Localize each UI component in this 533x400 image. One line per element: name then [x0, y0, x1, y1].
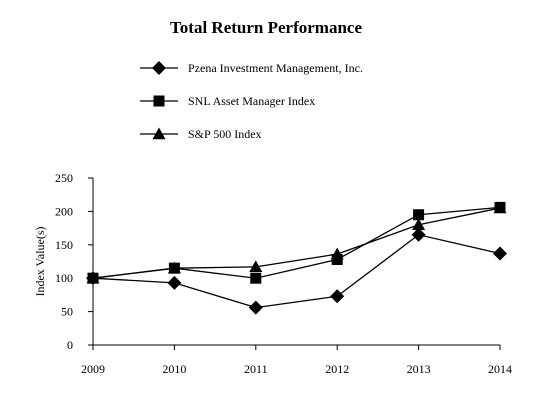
x-tick-label: 2013	[407, 362, 431, 376]
y-tick-label: 50	[61, 305, 73, 319]
data-point-square	[250, 272, 262, 284]
x-tick-label: 2011	[244, 362, 268, 376]
data-point-diamond	[248, 300, 263, 315]
data-point-diamond	[330, 289, 345, 304]
series-line-s-p-500-index	[92, 207, 501, 279]
legend-marker-triangle	[152, 127, 166, 140]
legend-label: Pzena Investment Management, Inc.	[188, 61, 363, 75]
x-tick-label: 2012	[325, 362, 349, 376]
data-point-triangle	[167, 261, 181, 274]
series-line-pzena-investment-management-inc	[92, 234, 501, 309]
y-tick-label: 100	[55, 271, 73, 285]
legend: Pzena Investment Management, Inc. SNL Ass…	[140, 61, 363, 141]
data-point-diamond	[411, 227, 426, 242]
x-tick-label: 2010	[162, 362, 186, 376]
x-tick-label: 2009	[81, 362, 105, 376]
legend-label: SNL Asset Manager Index	[188, 94, 315, 108]
data-point-triangle	[330, 247, 344, 260]
data-point-diamond	[167, 275, 182, 290]
data-point-triangle	[412, 218, 426, 230]
legend-label: S&P 500 Index	[188, 127, 262, 141]
data-point-diamond	[493, 246, 507, 261]
x-tick-label: 2014	[488, 362, 512, 376]
legend-item-pzena-investment-management-inc: Pzena Investment Management, Inc.	[140, 61, 363, 75]
series-lines	[92, 206, 501, 309]
data-point-square	[413, 209, 425, 221]
legend-item-s-p-500-index: S&P 500 Index	[140, 127, 262, 141]
x-ticks: 2009 2010 2011 2012 2013 2014	[81, 345, 512, 376]
y-axis-title: Index Value(s)	[33, 226, 47, 296]
plot-area: 0 50 100 150 200 250 2009 2010 2011 2012 2013 2014	[55, 171, 512, 376]
y-tick-label: 150	[55, 238, 73, 252]
data-point-triangle	[493, 201, 507, 214]
y-ticks: 0 50 100 150 200 250	[55, 171, 93, 352]
chart-title: Total Return Performance	[170, 18, 362, 37]
series-line-snl-asset-manager-index	[92, 206, 501, 279]
series-markers	[86, 201, 507, 315]
data-point-triangle	[86, 271, 100, 284]
data-point-square	[331, 253, 343, 265]
data-point-triangle	[249, 260, 263, 273]
y-tick-label: 250	[55, 171, 73, 185]
legend-marker-square	[153, 95, 165, 107]
legend-marker-diamond	[152, 61, 166, 75]
y-tick-label: 200	[55, 204, 73, 218]
y-tick-label: 0	[67, 338, 73, 352]
legend-item-snl-asset-manager-index: SNL Asset Manager Index	[140, 94, 315, 108]
